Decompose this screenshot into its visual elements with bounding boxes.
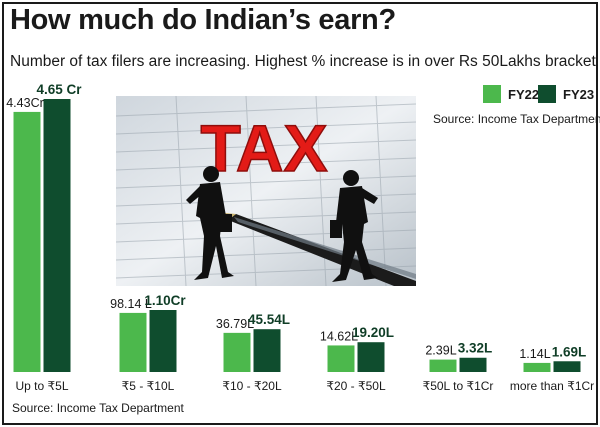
bar-fy23-3	[357, 342, 385, 372]
value-label-fy23-3: 19.20L	[352, 325, 394, 340]
bar-fy22-4	[429, 359, 457, 372]
value-label-fy22-3: 14.62L	[320, 329, 358, 343]
tax-sign-text: TAX	[200, 111, 327, 185]
value-label-fy23-4: 3.32L	[458, 341, 493, 356]
value-label-fy22-4: 2.39L	[425, 344, 456, 358]
category-label-5: more than ₹1Cr	[510, 379, 594, 393]
category-label-0: Up to ₹5L	[16, 379, 69, 393]
category-label-2: ₹10 - ₹20L	[222, 379, 282, 393]
bar-fy22-0	[13, 111, 41, 372]
bar-fy22-5	[523, 362, 551, 372]
value-label-fy22-1: 98.14 L	[110, 297, 152, 311]
bar-fy22-1	[119, 312, 147, 372]
category-label-1: ₹5 - ₹10L	[122, 379, 175, 393]
value-label-fy23-0: 4.65 Cr	[36, 82, 82, 97]
value-label-fy23-5: 1.69L	[552, 344, 587, 359]
bar-fy23-5	[553, 361, 581, 372]
photo-illustration: TAX	[116, 96, 416, 286]
bar-fy23-1	[149, 310, 177, 372]
value-label-fy22-5: 1.14L	[519, 347, 550, 361]
businessman-right	[330, 170, 378, 282]
bar-fy23-4	[459, 357, 487, 372]
value-label-fy22-0: 4.43Cr	[6, 96, 44, 110]
tax-businessmen-photo: TAX	[116, 96, 416, 286]
legend-item-fy22: FY22	[483, 85, 539, 103]
chart-subtitle: Number of tax filers are increasing. Hig…	[10, 53, 596, 70]
pen-highlight	[234, 217, 416, 279]
source-note-top: Source: Income Tax Department	[433, 112, 600, 126]
legend-label-fy22: FY22	[508, 86, 540, 102]
source-note-bottom: Source: Income Tax Department	[12, 401, 184, 415]
bar-fy22-2	[223, 332, 251, 372]
value-label-fy23-2: 45.54L	[248, 312, 290, 327]
value-label-fy22-2: 36.79L	[216, 317, 254, 331]
bar-fy23-0	[43, 99, 71, 372]
bar-fy23-2	[253, 329, 281, 372]
chart-title: How much do Indian’s earn?	[10, 4, 396, 36]
category-label-3: ₹20 - ₹50L	[326, 379, 386, 393]
legend-swatch-fy22	[483, 85, 501, 103]
bar-fy22-3	[327, 345, 355, 372]
legend-swatch-fy23	[538, 85, 556, 103]
legend-label-fy23: FY23	[563, 86, 595, 102]
value-label-fy23-1: 1.10Cr	[144, 293, 186, 308]
legend-item-fy23: FY23	[538, 85, 594, 103]
businessman-left	[186, 166, 234, 280]
category-label-4: ₹50L to ₹1Cr	[423, 379, 494, 393]
